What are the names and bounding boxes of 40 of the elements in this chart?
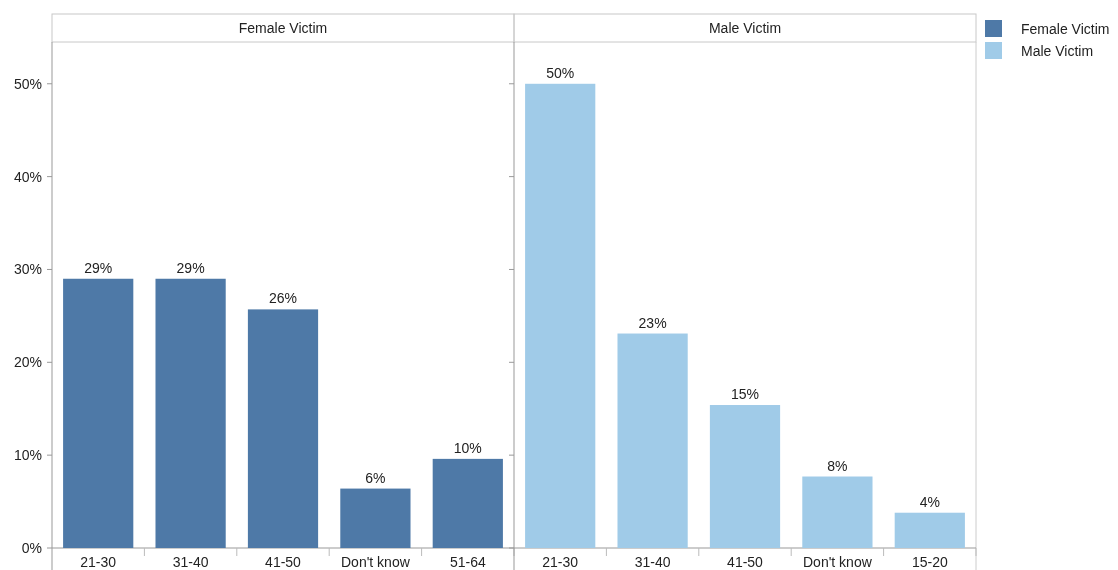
bar <box>432 458 503 548</box>
bar <box>617 333 688 548</box>
x-tick-label: 41-50 <box>265 554 302 570</box>
data-label: 15% <box>730 386 760 403</box>
y-tick-label: 30% <box>13 261 42 278</box>
data-label: 26% <box>268 290 298 307</box>
bar <box>525 83 596 548</box>
y-tick-label: 0% <box>21 539 42 556</box>
data-label: 6% <box>365 469 386 486</box>
bar <box>63 278 134 548</box>
bar <box>709 405 781 548</box>
legend-label: Male Victim <box>1021 42 1094 59</box>
bar <box>340 488 411 548</box>
y-tick-label: 50% <box>13 75 42 92</box>
x-tick-label: Don't know <box>340 554 411 570</box>
x-tick-label: 31-40 <box>634 554 671 570</box>
data-label: 8% <box>827 457 848 474</box>
data-label: 29% <box>84 259 113 276</box>
y-tick-label: 40% <box>13 168 42 185</box>
x-tick-label: 41-50 <box>727 554 764 570</box>
bar <box>894 512 965 548</box>
bar <box>802 476 873 548</box>
x-tick-label: 51-64 <box>449 554 486 570</box>
data-label: 4% <box>919 493 940 510</box>
x-tick-label: 15-20 <box>911 554 948 570</box>
bar <box>155 278 226 548</box>
x-tick-label: 31-40 <box>172 554 209 570</box>
data-label: 10% <box>453 439 482 456</box>
legend-label: Female Victim <box>1021 20 1110 37</box>
x-tick-label: 21-30 <box>542 554 579 570</box>
data-label: 23% <box>638 314 667 331</box>
x-tick-label: 21-30 <box>80 554 117 570</box>
x-tick-label: Don't know <box>802 554 873 570</box>
chart-title: Male Victim <box>708 20 782 36</box>
chart-title: Female Victim <box>238 20 328 36</box>
data-label: 29% <box>176 259 205 276</box>
y-tick-label: 10% <box>13 447 42 464</box>
bar <box>247 309 319 548</box>
y-tick-label: 20% <box>13 354 42 371</box>
data-label: 50% <box>546 64 575 81</box>
